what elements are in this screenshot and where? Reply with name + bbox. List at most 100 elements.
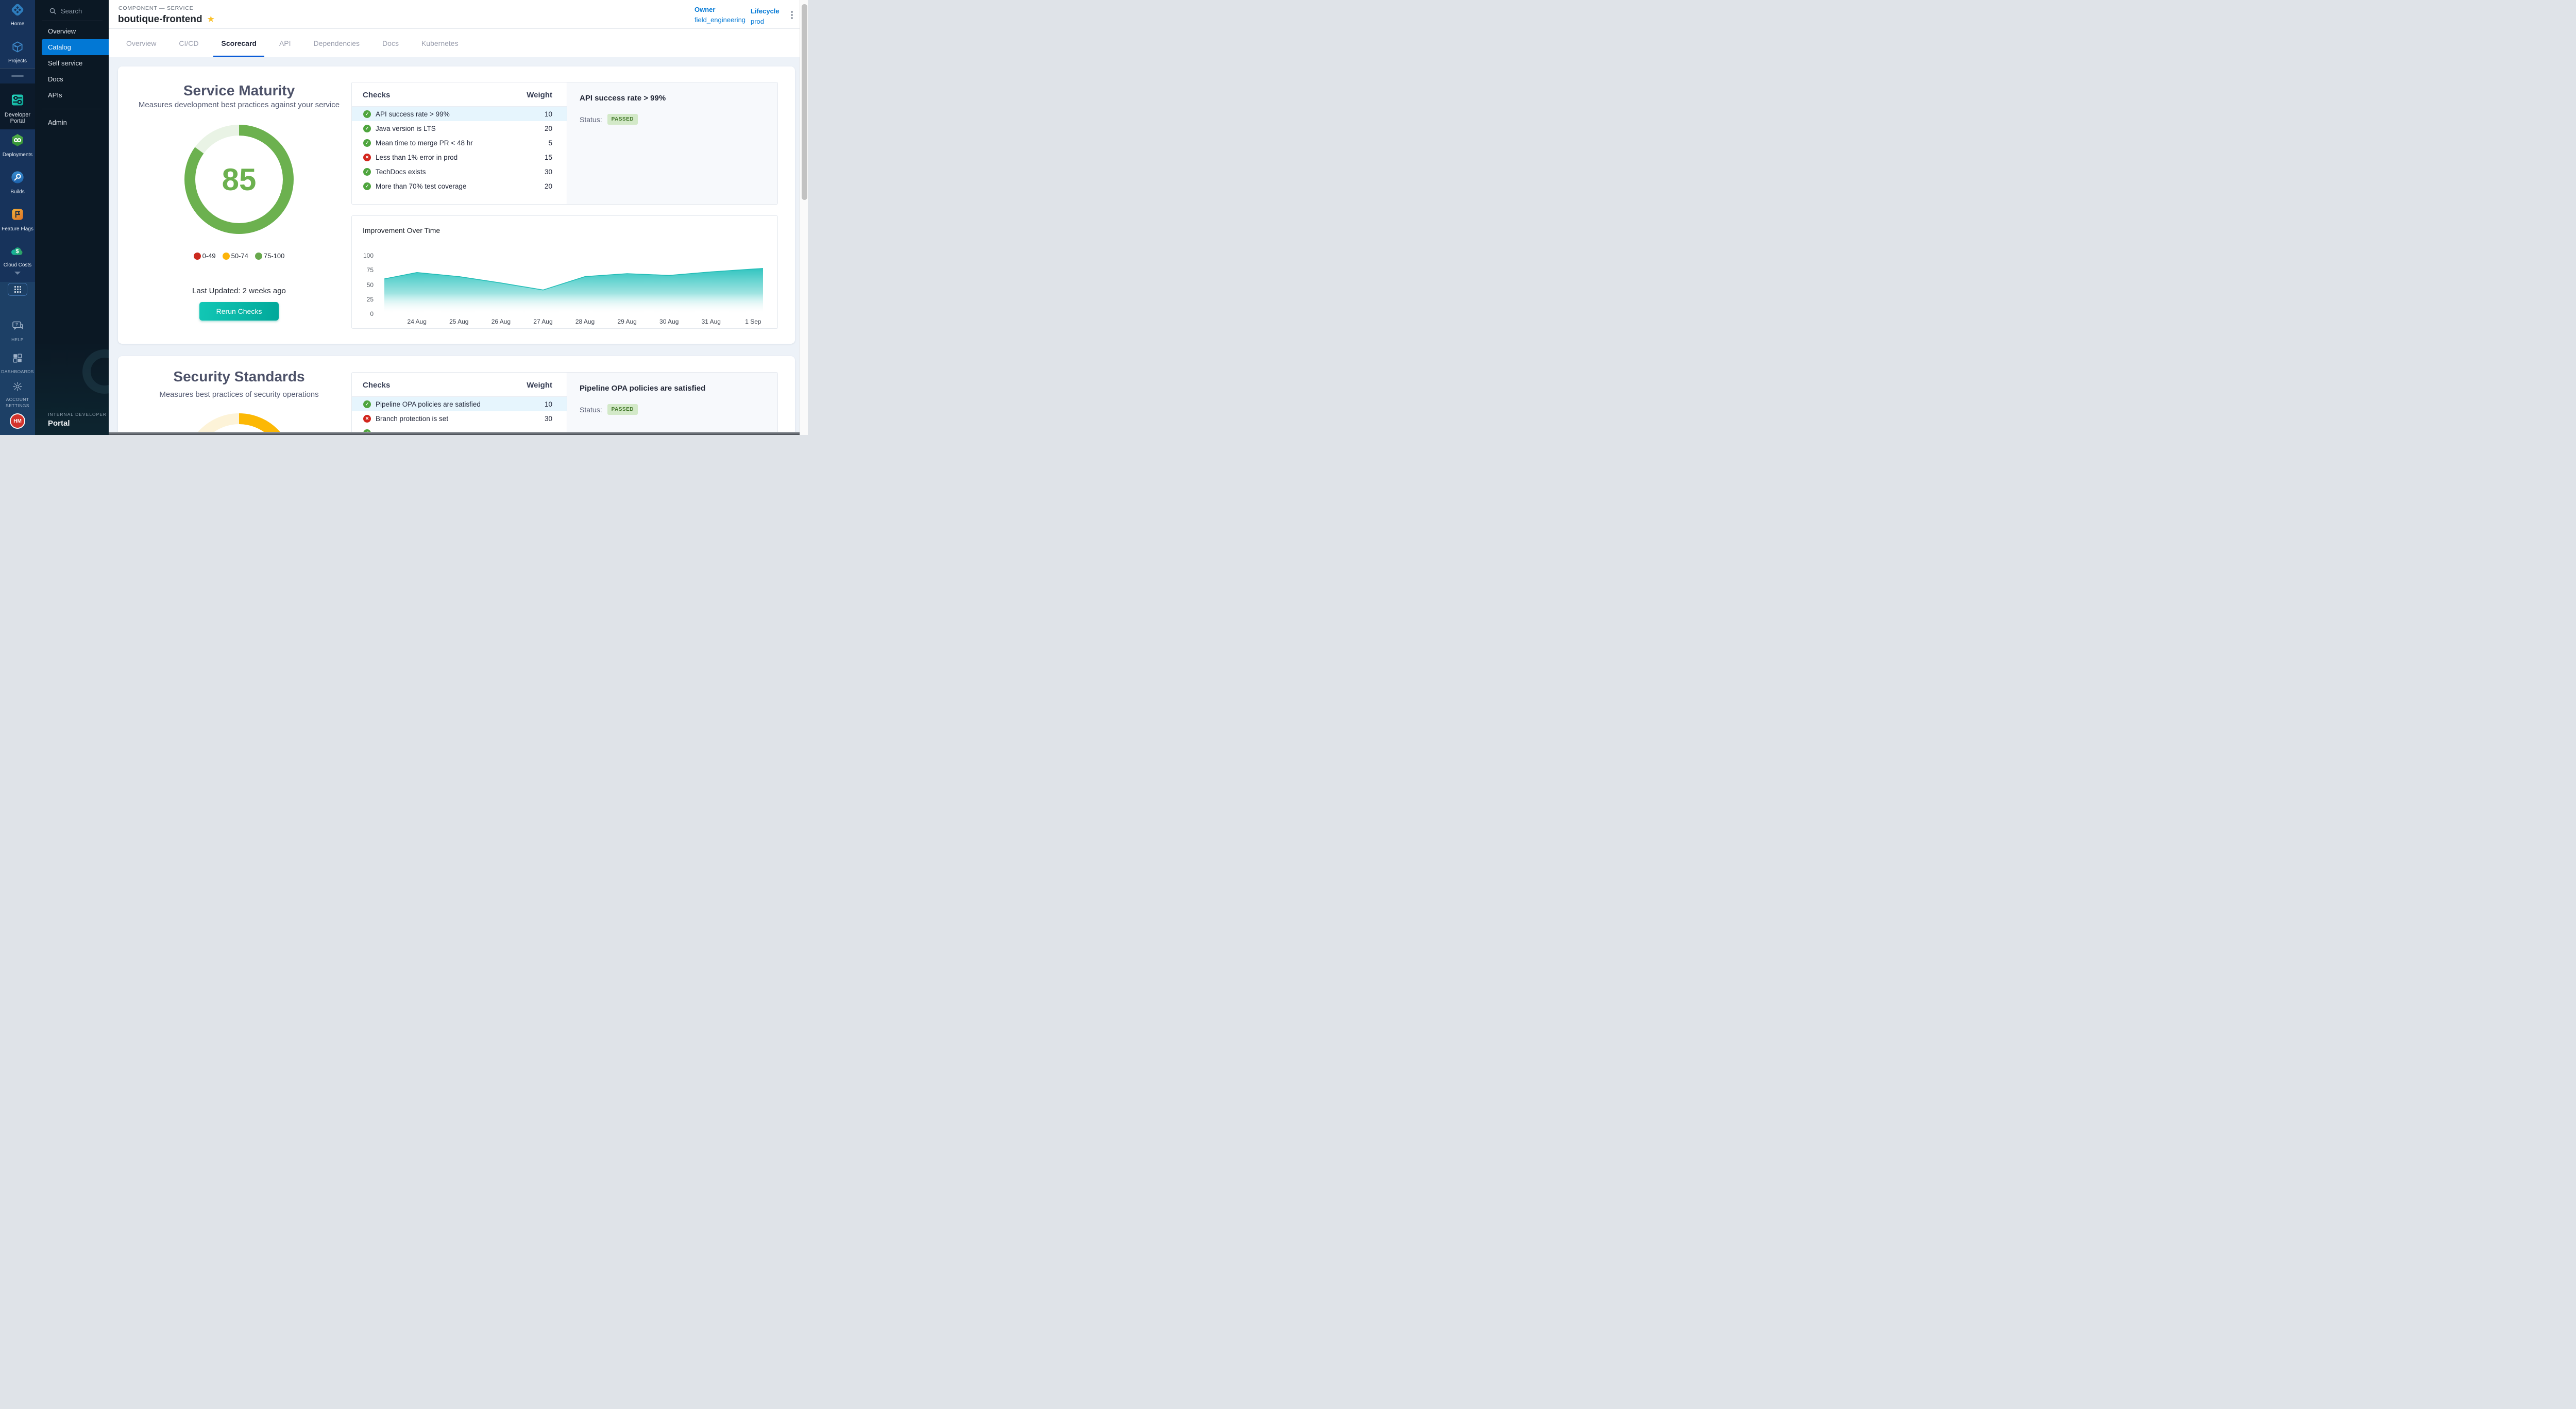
weight-column-header: Weight <box>527 91 552 99</box>
legend-item: 0-49 <box>193 252 216 260</box>
module-rail-bottom-bg <box>0 282 35 435</box>
developer-portal-icon <box>0 93 35 110</box>
check-weight: 10 <box>544 110 552 118</box>
chevron-down-icon[interactable] <box>14 272 21 275</box>
x-axis-tick: 1 Sep <box>745 318 761 325</box>
x-axis-tick: 24 Aug <box>407 318 427 325</box>
status-label: Status: <box>580 405 602 414</box>
nav-item-apis[interactable]: APIs <box>48 91 62 99</box>
y-axis-tick: 100 <box>363 252 374 259</box>
check-row[interactable]: ✓ TechDocs exists 30 <box>352 164 567 179</box>
cloud-costs-icon: $ <box>0 244 35 260</box>
svg-text:$: $ <box>15 248 19 255</box>
check-name: More than 70% test coverage <box>376 182 467 190</box>
check-weight: 15 <box>544 153 552 161</box>
rerun-checks-button[interactable]: Rerun Checks <box>199 302 279 321</box>
check-row[interactable]: ✓ Mean time to merge PR < 48 hr 5 <box>352 136 567 150</box>
tab-kubernetes[interactable]: Kubernetes <box>421 39 459 47</box>
checks-rows: ✓ Pipeline OPA policies are satisfied 10 ✕ B… <box>352 397 567 432</box>
nav-item-self-service[interactable]: Self service <box>48 59 83 67</box>
owner-value[interactable]: field_engineering <box>694 16 746 24</box>
sidebar-item-deployments[interactable]: Deployments <box>0 133 35 158</box>
legend-label: 0-49 <box>202 252 216 260</box>
tab-ci-cd[interactable]: CI/CD <box>179 39 199 47</box>
tab-api[interactable]: API <box>279 39 291 47</box>
checks-panel: Checks Weight ✓ Pipeline OPA policies are… <box>351 372 778 432</box>
portal-nav-list: Overview Catalog Self service Docs APIs Admin <box>35 23 109 130</box>
nav-item-overview[interactable]: Overview <box>48 27 76 35</box>
check-pass-icon: ✓ <box>363 182 371 190</box>
favorite-star-icon[interactable]: ★ <box>207 15 215 24</box>
check-row[interactable]: ✓ API success rate > 99% 10 <box>352 107 567 121</box>
check-row[interactable]: ✕ Branch protection is set 30 <box>352 411 567 426</box>
check-row[interactable]: ✓ <box>352 426 567 432</box>
sidebar-item-developer-portal[interactable]: Developer Portal <box>0 93 35 124</box>
tab-dependencies[interactable]: Dependencies <box>313 39 360 47</box>
check-row[interactable]: ✓ Pipeline OPA policies are satisfied 10 <box>352 397 567 411</box>
more-options-kebab-icon[interactable] <box>787 10 796 20</box>
rail-resize-handle[interactable] <box>11 75 24 77</box>
x-axis-tick: 31 Aug <box>701 318 721 325</box>
sidebar-item-feature-flags[interactable]: Feature Flags <box>0 207 35 232</box>
y-axis-tick: 75 <box>366 266 374 274</box>
main-area: COMPONENT — SERVICE boutique-frontend ★ O… <box>109 0 800 435</box>
nav-item-admin[interactable]: Admin <box>48 119 67 126</box>
checks-table: Checks Weight ✓ API success rate > 99% 10 ✓… <box>352 82 567 204</box>
help-chat-icon: ? <box>0 321 35 334</box>
check-row[interactable]: ✓ More than 70% test coverage 20 <box>352 179 567 193</box>
scrollbar-thumb[interactable] <box>801 4 807 200</box>
tab-overview[interactable]: Overview <box>126 39 157 47</box>
score-donut-chart: 85 <box>180 121 298 238</box>
check-name: Less than 1% error in prod <box>376 153 458 161</box>
check-detail-title: API success rate > 99% <box>580 94 666 103</box>
lifecycle-value: prod <box>751 18 765 25</box>
sidebar-item-builds[interactable]: Builds <box>0 170 35 195</box>
owner-meta[interactable]: Owner field_engineering <box>694 6 745 24</box>
check-row[interactable]: ✓ Java version is LTS 20 <box>352 121 567 136</box>
check-row[interactable]: ✕ Less than 1% error in prod 15 <box>352 150 567 164</box>
check-weight: 20 <box>544 124 552 132</box>
sidebar-item-cloud-costs[interactable]: $ Cloud Costs <box>0 244 35 275</box>
sidebar-item-dashboards[interactable]: DASHBOARDS <box>0 353 35 375</box>
x-axis-tick: 29 Aug <box>617 318 637 325</box>
portal-title: Portal <box>48 419 70 428</box>
entity-name: boutique-frontend <box>118 14 202 25</box>
legend-dot-icon <box>255 252 262 260</box>
nav-item-catalog[interactable]: Catalog <box>42 39 109 55</box>
sidebar-item-projects[interactable]: Projects <box>0 40 35 64</box>
sidebar-item-home[interactable]: Home <box>0 3 35 27</box>
legend-dot-icon <box>222 252 230 260</box>
tab-scorecard[interactable]: Scorecard <box>213 29 264 57</box>
check-weight: 5 <box>548 139 552 147</box>
sidebar-item-account-settings[interactable]: ACCOUNT SETTINGS <box>0 381 35 409</box>
user-avatar[interactable]: HM <box>11 414 24 428</box>
score-donut-chart <box>180 409 298 432</box>
check-pass-icon: ✓ <box>363 429 371 432</box>
check-name: Pipeline OPA policies are satisfied <box>376 400 481 408</box>
search-icon <box>49 8 56 14</box>
checks-column-header: Checks <box>363 91 391 99</box>
breadcrumb: COMPONENT — SERVICE <box>118 5 194 11</box>
entity-header: COMPONENT — SERVICE boutique-frontend ★ O… <box>109 0 800 29</box>
vertical-scrollbar[interactable] <box>800 0 808 435</box>
module-switcher-button[interactable] <box>8 283 27 296</box>
scorecard-card-service-maturity: Service Maturity Measures development be… <box>118 66 795 344</box>
weight-column-header: Weight <box>527 381 552 390</box>
check-pass-icon: ✓ <box>363 139 371 147</box>
owner-label: Owner <box>694 6 716 13</box>
gear-icon <box>0 381 35 394</box>
module-rail-selected-bg <box>0 83 35 129</box>
sidebar-item-help[interactable]: ? HELP <box>0 321 35 343</box>
search-input[interactable]: Search <box>35 3 109 19</box>
checks-panel: Checks Weight ✓ API success rate > 99% 10 ✓… <box>351 82 778 205</box>
checks-table-header: Checks Weight <box>352 82 567 107</box>
check-pass-icon: ✓ <box>363 400 371 408</box>
legend-label: 75-100 <box>263 252 285 260</box>
nav-item-docs[interactable]: Docs <box>48 75 63 83</box>
scorecard-card-security-standards: Security Standards Measures best practic… <box>118 356 795 432</box>
chart-title: Improvement Over Time <box>363 226 440 234</box>
horizontal-scrollbar[interactable] <box>109 432 808 435</box>
tab-docs[interactable]: Docs <box>382 39 399 47</box>
score-legend: 0-49 50-74 75-100 <box>118 252 360 260</box>
checks-column-header: Checks <box>363 381 391 390</box>
